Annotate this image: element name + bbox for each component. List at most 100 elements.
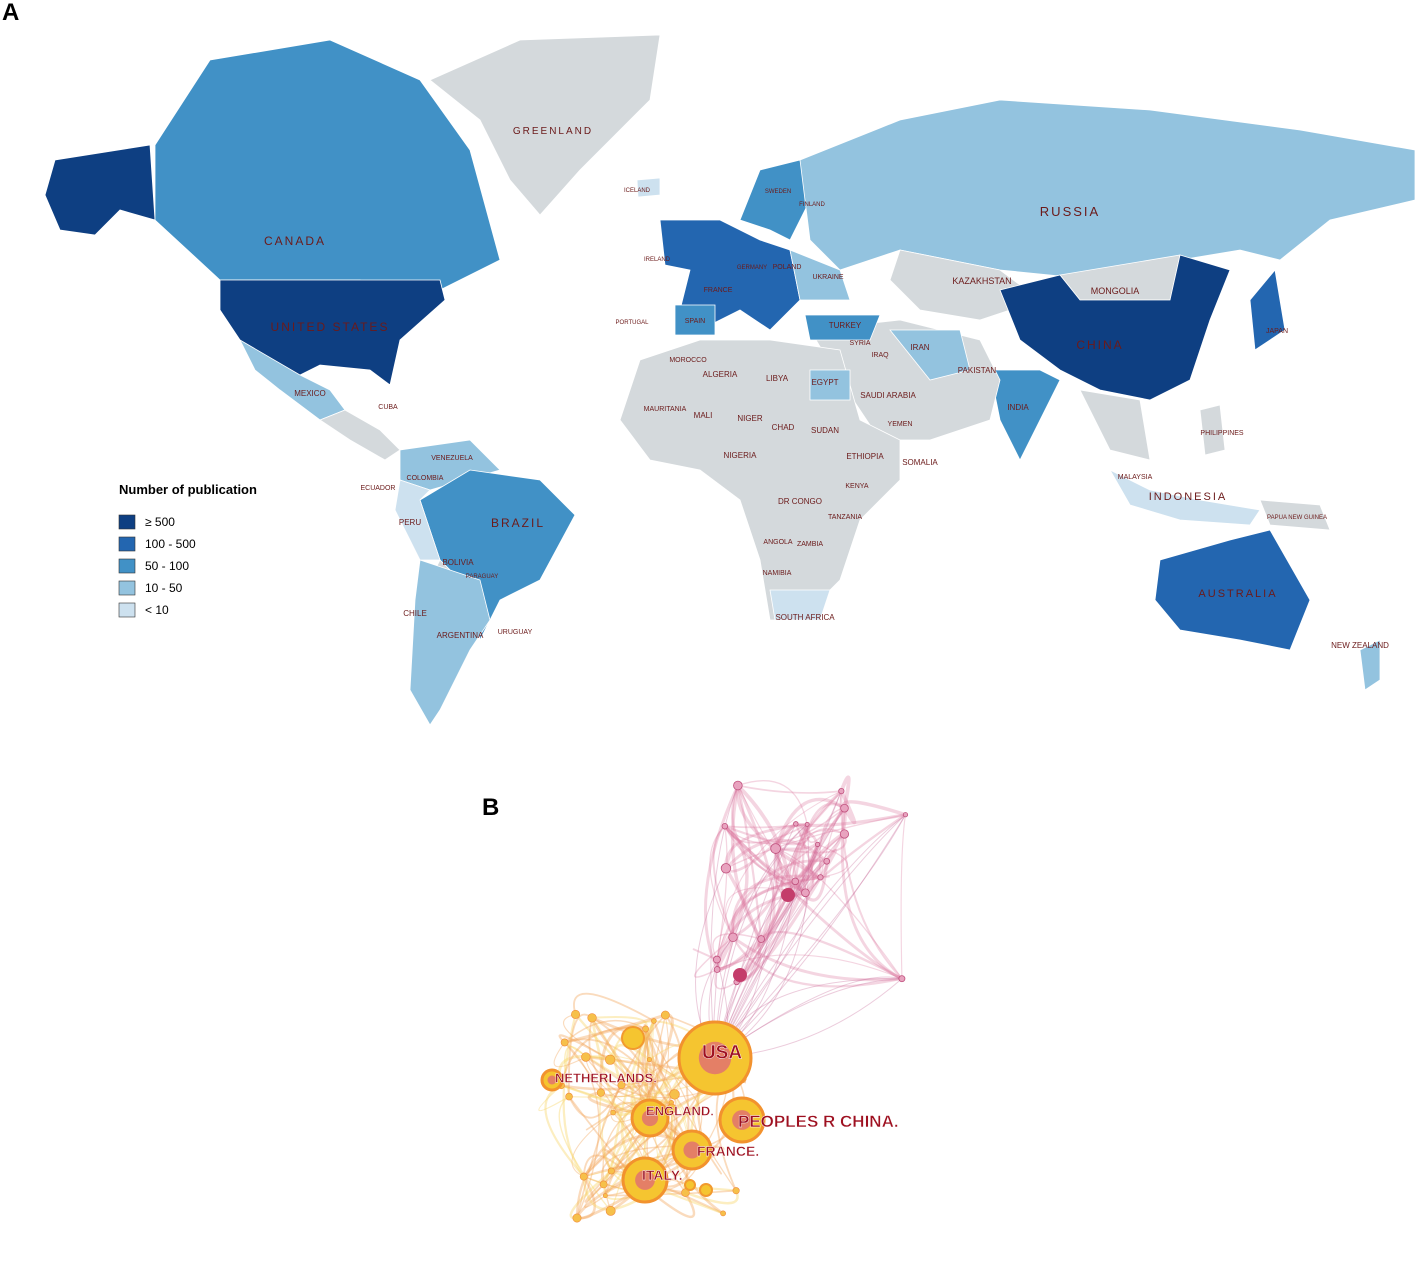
country-label: PARAGUAY <box>466 574 498 580</box>
network-node <box>902 812 909 818</box>
network-node <box>733 968 747 982</box>
network-edge <box>737 785 796 882</box>
country-label: CUBA <box>378 404 398 411</box>
network-edge <box>590 1017 696 1158</box>
network-edge <box>840 791 903 980</box>
network-edge <box>714 807 845 1059</box>
country-label: KAZAKHSTAN <box>952 276 1011 286</box>
node-label: NETHERLANDS. <box>555 1071 657 1086</box>
network-edge <box>795 813 906 827</box>
network-edge <box>564 1013 666 1044</box>
network-edge <box>571 1112 614 1178</box>
country-label: RUSSIA <box>1040 204 1100 219</box>
country-label: URUGUAY <box>498 629 533 636</box>
country-label: ANGOLA <box>763 539 793 546</box>
country-label: CHILE <box>403 609 427 618</box>
network-node <box>698 1041 732 1075</box>
network-edge <box>710 785 739 1059</box>
land <box>889 249 1041 321</box>
network-edge <box>610 1020 655 1172</box>
network-edge <box>735 843 819 983</box>
network-node <box>757 935 765 943</box>
network-edge <box>564 1041 600 1219</box>
network-edge <box>731 880 796 938</box>
network-edge <box>775 843 819 885</box>
network-edge <box>568 1084 623 1119</box>
network-node <box>571 1009 581 1019</box>
network-node <box>733 780 743 791</box>
network-edge <box>799 790 843 837</box>
network-edge <box>613 1043 651 1086</box>
network-edge <box>601 1145 690 1185</box>
country-label: IRAN <box>910 343 929 352</box>
network-edge <box>564 1046 587 1097</box>
network-node <box>838 787 845 795</box>
country-label: INDIA <box>1007 403 1029 412</box>
network-node <box>770 843 781 854</box>
network-edge <box>724 823 808 829</box>
network-edge <box>576 1014 666 1219</box>
country-label: FRANCE <box>704 287 733 294</box>
node-label: PEOPLES R CHINA. <box>738 1112 899 1131</box>
network-edge <box>562 1014 585 1178</box>
country-label: BRAZIL <box>491 516 545 530</box>
country-label: AUSTRALIA <box>1198 588 1277 600</box>
country-label: JAPAN <box>1266 328 1288 335</box>
network-edge <box>714 823 808 1059</box>
land <box>619 339 901 621</box>
network-node <box>605 1205 616 1216</box>
country-label: MEXICO <box>294 389 326 398</box>
network-edge <box>773 848 806 898</box>
country-label: NIGERIA <box>724 451 758 460</box>
network-node <box>605 1054 616 1065</box>
network-edge <box>736 785 763 940</box>
network-edge <box>736 784 792 891</box>
network-edge <box>724 838 828 870</box>
network-edge <box>759 848 780 940</box>
network-edge <box>714 790 842 1059</box>
country-label: MALI <box>694 411 713 420</box>
network-node <box>699 1183 713 1197</box>
network-edge <box>714 969 738 990</box>
network-node <box>720 863 732 874</box>
country-label: SWEDEN <box>765 189 791 195</box>
network-edge <box>716 843 820 972</box>
legend-swatch <box>118 536 136 552</box>
network-edge <box>724 823 808 869</box>
country-label: POLAND <box>773 264 802 271</box>
network-edge <box>735 785 822 879</box>
network-node <box>683 1141 701 1159</box>
country-label: PAKISTAN <box>958 366 997 375</box>
country-label: SPAIN <box>685 318 706 325</box>
legend-label: < 10 <box>145 603 169 617</box>
country-label: UKRAINE <box>812 274 843 281</box>
network-edge <box>730 875 821 938</box>
country-label: MONGOLIA <box>1091 286 1140 296</box>
land <box>409 559 491 726</box>
network-node <box>732 1110 752 1130</box>
network-node <box>599 1180 608 1189</box>
country-label: ALGERIA <box>703 370 738 379</box>
network-edge <box>775 847 903 980</box>
country-label: TANZANIA <box>828 514 862 521</box>
network-node <box>801 888 810 898</box>
network-edge <box>587 1091 644 1116</box>
country-label: KENYA <box>845 483 869 490</box>
network-edge <box>804 813 907 894</box>
network-edge <box>724 843 735 869</box>
legend-swatch <box>118 514 136 530</box>
country-label: INDONESIA <box>1149 491 1228 503</box>
network-edge <box>576 1175 597 1220</box>
legend-swatch <box>118 558 136 574</box>
country-label: MOROCCO <box>669 357 707 364</box>
land <box>1199 404 1226 456</box>
network-edge <box>792 790 843 894</box>
network-node <box>839 829 850 839</box>
network-edge <box>601 1101 646 1172</box>
network-edge <box>724 823 811 846</box>
country-label: GREENLAND <box>513 126 593 137</box>
network-edge <box>735 844 820 984</box>
network-edge <box>725 887 791 938</box>
network-edge <box>558 1096 612 1212</box>
